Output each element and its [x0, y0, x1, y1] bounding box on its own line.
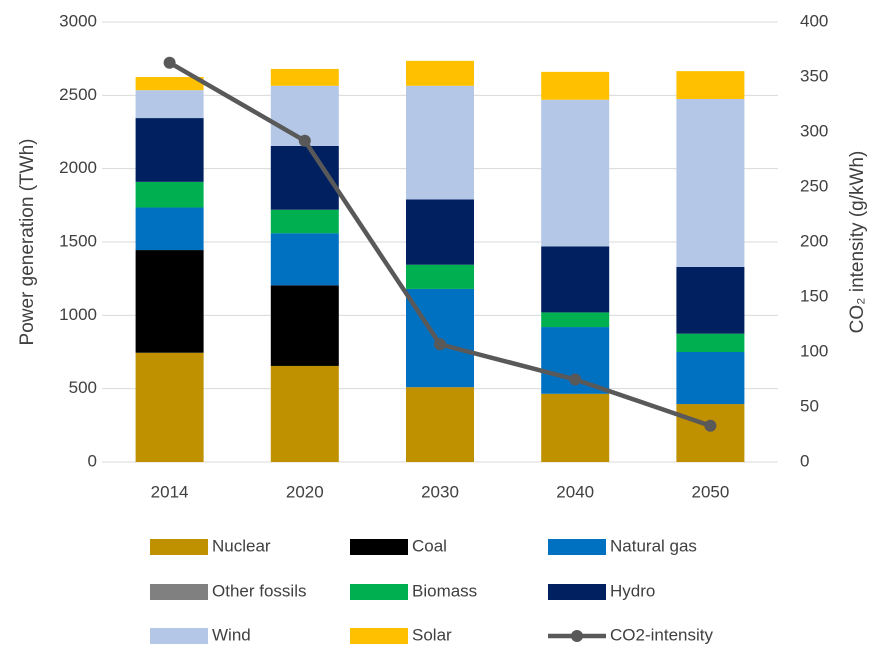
y-tick-label: 1500 [59, 231, 97, 250]
bar-segment [135, 77, 204, 91]
bar-segment [135, 118, 204, 182]
bar-segment [541, 246, 610, 313]
line-point [298, 134, 311, 147]
y-tick-label: 500 [69, 378, 97, 397]
legend-label: CO2-intensity [610, 625, 713, 644]
legend-label: Natural gas [610, 536, 697, 555]
y2-tick-label: 350 [800, 66, 828, 85]
bar-segment [406, 264, 474, 289]
legend-swatch [150, 628, 208, 644]
legend-swatch [150, 584, 208, 600]
x-tick-label: 2040 [556, 482, 594, 501]
bar-segment [270, 68, 339, 86]
bar-segment [406, 199, 474, 265]
bar-segment [676, 333, 745, 352]
bar-segment [406, 288, 474, 388]
bar-segment [135, 352, 204, 462]
line-point [704, 419, 717, 432]
bar-segment [406, 387, 474, 462]
bar-segment [135, 250, 204, 353]
y2-tick-label: 100 [800, 341, 828, 360]
bar-segment [270, 209, 339, 234]
line-point [569, 373, 582, 386]
bar-segment [135, 181, 204, 208]
line-point [434, 338, 446, 351]
y-tick-label: 3000 [59, 11, 97, 30]
legend-label: Biomass [412, 581, 477, 600]
x-tick-label: 2030 [421, 482, 459, 501]
legend-swatch [548, 584, 606, 600]
y2-tick-label: 300 [800, 121, 828, 140]
y2-tick-label: 50 [800, 396, 819, 415]
y-tick-label: 0 [88, 451, 97, 470]
legend-swatch [350, 584, 408, 600]
bar-segment [541, 312, 610, 328]
y2-tick-label: 200 [800, 231, 828, 250]
bar-segment [406, 85, 474, 200]
y2-axis-title: CO₂ intensity (g/kWh) [847, 151, 868, 334]
legend-label: Hydro [610, 581, 655, 600]
bar-segment [135, 90, 204, 119]
bar-segment [406, 60, 474, 86]
legend-label: Wind [212, 625, 251, 644]
bar-segment [676, 71, 745, 99]
bar-segment [270, 365, 339, 462]
bar-segment [676, 99, 745, 267]
legend-label: Nuclear [212, 536, 271, 555]
line-point [163, 56, 176, 69]
bar-segment [541, 393, 610, 462]
y-tick-label: 2500 [59, 85, 97, 104]
bar-segment [676, 352, 745, 405]
x-tick-label: 2050 [691, 482, 729, 501]
legend-swatch [150, 539, 208, 555]
y2-tick-label: 150 [800, 286, 828, 305]
y2-tick-label: 0 [800, 451, 809, 470]
bar-segment [541, 71, 610, 100]
legend-swatch [350, 539, 408, 555]
bar-segment [135, 207, 204, 251]
legend-label: Coal [412, 536, 447, 555]
legend-label: Solar [412, 625, 452, 644]
x-tick-label: 2014 [151, 482, 189, 501]
legend-swatch [571, 630, 583, 642]
legend-label: Other fossils [212, 581, 306, 600]
y-axis-title: Power generation (TWh) [17, 139, 38, 346]
y-tick-label: 1000 [59, 305, 97, 324]
bar-segment [541, 99, 610, 247]
bar-segment [676, 404, 745, 462]
legend-swatch [350, 628, 408, 644]
y-tick-label: 2000 [59, 158, 97, 177]
bar-segment [270, 285, 339, 366]
y2-tick-label: 250 [800, 176, 828, 195]
bar-segment [676, 266, 745, 334]
x-tick-label: 2020 [286, 482, 324, 501]
legend-swatch [548, 539, 606, 555]
bar-segment [270, 233, 339, 286]
y2-tick-label: 400 [800, 11, 828, 30]
